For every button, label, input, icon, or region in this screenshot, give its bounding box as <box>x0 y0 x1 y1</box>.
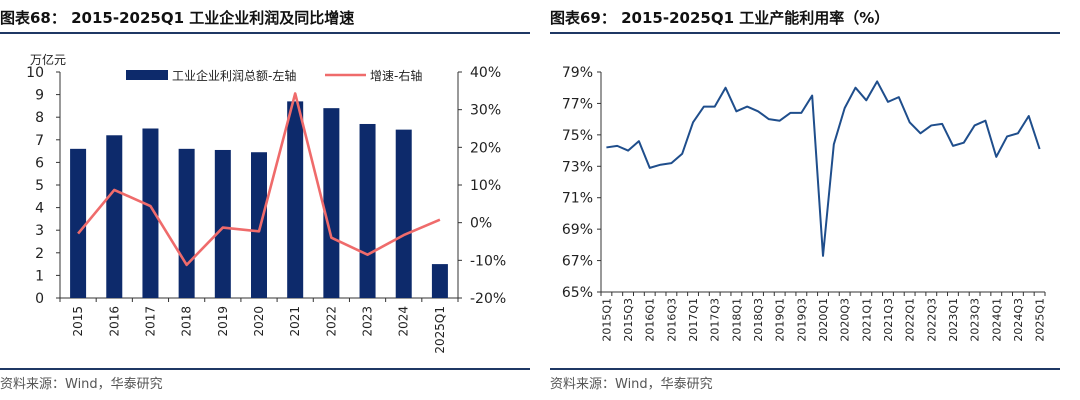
left-y-tick-label: 5 <box>35 178 44 194</box>
x-tick-label: 2017Q1 <box>687 298 700 342</box>
left-y-axis-unit: 万亿元 <box>30 52 66 67</box>
x-tick-label: 2020 <box>252 306 266 337</box>
growth-line <box>77 92 441 267</box>
left-y-tick-label: 7 <box>35 133 44 149</box>
x-tick-label: 2017Q3 <box>709 298 722 342</box>
x-tick-label: 2024Q3 <box>1012 298 1025 342</box>
x-tick-label: 2021Q1 <box>860 298 873 342</box>
x-tick-label: 2024Q1 <box>990 298 1003 342</box>
right-y-tick-label: 0% <box>470 216 492 232</box>
capacity-utilization-line <box>606 80 1041 257</box>
y-tick-label: 79% <box>562 65 593 81</box>
profit-bar <box>142 128 159 298</box>
x-tick-label: 2015Q1 <box>600 298 613 342</box>
x-tick-label: 2015 <box>71 306 85 337</box>
y-tick-label: 77% <box>562 96 593 112</box>
x-tick-label: 2016 <box>107 306 121 337</box>
x-tick-label: 2015Q3 <box>622 298 635 342</box>
left-y-tick-label: 4 <box>35 201 44 217</box>
x-tick-label: 2020Q3 <box>839 298 852 342</box>
left-chart-panel: 图表68： 2015-2025Q1 工业企业利润及同比增速 0 1 2 3 4 5 6 7 8 9… <box>0 0 530 400</box>
x-tick-label: 2024 <box>397 306 411 337</box>
profit-bar <box>323 108 340 298</box>
profit-bar <box>178 148 195 298</box>
right-y-tick-label: -20% <box>470 291 506 307</box>
left-y-tick-label: 6 <box>35 155 44 171</box>
y-tick-label: 71% <box>562 191 593 207</box>
left-chart-source: 资料来源：Wind，华泰研究 <box>0 377 163 392</box>
legend-label-profit: 工业企业利润总额-左轴 <box>172 68 296 83</box>
x-tick-label: 2025Q1 <box>433 306 447 354</box>
y-tick-label: 75% <box>562 128 593 144</box>
left-y-tick-label: 0 <box>35 291 44 307</box>
right-y-tick-label: 40% <box>470 65 501 81</box>
x-tick-label: 2018 <box>180 306 194 337</box>
x-tick-label: 2021Q3 <box>882 298 895 342</box>
left-y-tick-label: 10 <box>26 65 44 81</box>
profit-bar <box>287 101 304 298</box>
x-tick-label: 2022Q3 <box>925 298 938 342</box>
left-title-rule <box>0 32 530 34</box>
x-tick-label: 2023Q1 <box>947 298 960 342</box>
left-y-tick-label: 8 <box>35 110 44 126</box>
x-tick-label: 2020Q1 <box>817 298 830 342</box>
right-y-tick-label: 30% <box>470 103 501 119</box>
left-y-tick-label: 3 <box>35 223 44 239</box>
y-tick-label: 73% <box>562 159 593 175</box>
right-title-rule <box>550 32 1060 34</box>
left-source-rule <box>0 368 530 370</box>
x-tick-label: 2022Q1 <box>904 298 917 342</box>
legend-swatch-profit <box>126 70 168 80</box>
left-y-tick-label: 2 <box>35 246 44 262</box>
x-tick-label: 2017 <box>143 306 157 337</box>
x-tick-label: 2018Q3 <box>752 298 765 342</box>
right-chart-source: 资料来源：Wind，华泰研究 <box>550 377 713 392</box>
profit-bar <box>251 152 267 298</box>
x-tick-label: 2019 <box>216 306 230 337</box>
y-tick-label: 69% <box>562 222 593 238</box>
profit-bar <box>70 148 87 298</box>
right-chart-panel: 图表69： 2015-2025Q1 工业产能利用率（%） 65% 67% 69% 71… <box>550 0 1080 400</box>
right-y-tick-label: 10% <box>470 178 501 194</box>
right-chart-svg: 65% 67% 69% 71% 73% 75% 77% 79% 2015Q1 2015Q3 2016… <box>562 65 1047 342</box>
profit-bar <box>214 149 231 298</box>
profit-bar <box>395 129 412 298</box>
x-tick-label: 2019Q3 <box>795 298 808 342</box>
right-source-rule <box>550 368 1060 370</box>
legend-label-growth: 增速-右轴 <box>370 68 422 83</box>
x-tick-label: 2021 <box>288 306 302 337</box>
y-tick-label: 65% <box>562 285 593 301</box>
right-y-tick-label: 20% <box>470 140 501 156</box>
x-tick-label: 2025Q1 <box>1034 298 1047 342</box>
x-tick-label: 2023Q3 <box>969 298 982 342</box>
x-tick-label: 2018Q1 <box>730 298 743 342</box>
x-tick-label: 2016Q1 <box>644 298 657 342</box>
y-tick-label: 67% <box>562 254 593 270</box>
x-tick-label: 2019Q1 <box>774 298 787 342</box>
x-tick-label: 2022 <box>324 306 338 337</box>
left-y-tick-label: 9 <box>35 88 44 104</box>
profit-bar <box>359 123 376 298</box>
left-y-tick-label: 1 <box>35 268 44 284</box>
left-chart-title: 图表68： 2015-2025Q1 工业企业利润及同比增速 <box>0 9 355 27</box>
right-chart-title: 图表69： 2015-2025Q1 工业产能利用率（%） <box>550 9 890 27</box>
profit-bar <box>431 264 448 298</box>
right-y-tick-label: -10% <box>470 253 506 269</box>
x-tick-label: 2023 <box>361 306 375 337</box>
profit-bar <box>106 135 123 298</box>
x-tick-label: 2016Q3 <box>665 298 678 342</box>
